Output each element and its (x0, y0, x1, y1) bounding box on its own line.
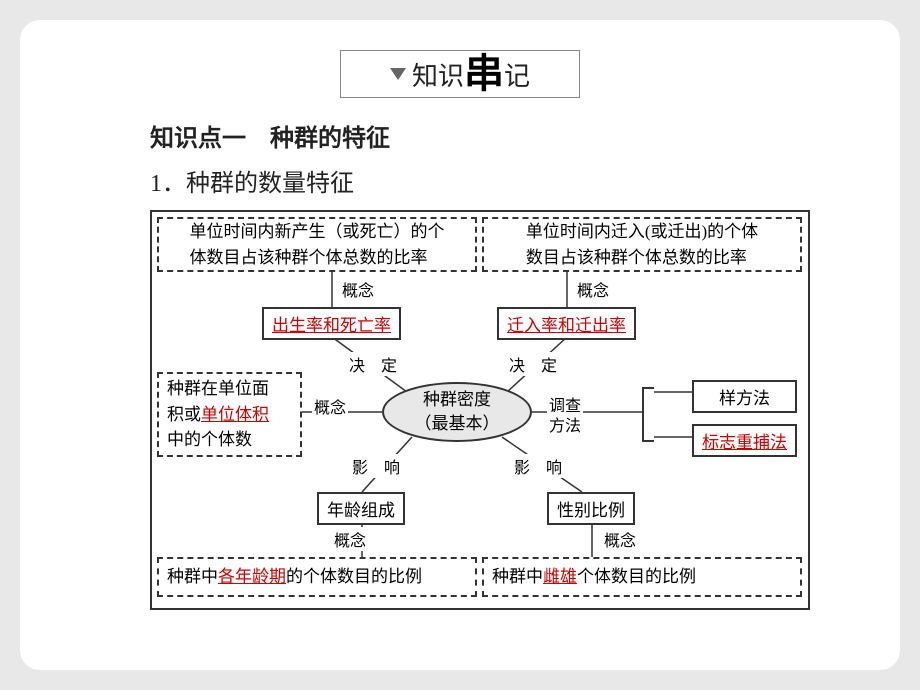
text-br: 种群中雌雄个体数目的比例 (492, 564, 696, 590)
oval-center: 种群密度 （最基本） (382, 382, 532, 442)
heading: 知识点一 种群的特征 (150, 118, 880, 153)
box-birth-death: 出生率和死亡率 (262, 307, 401, 340)
box-in-out: 迁入率和迁出率 (497, 307, 636, 340)
triangle-icon (390, 68, 406, 80)
label-gainian-2: 概念 (575, 277, 611, 301)
text-left-1: 种群在单位面 (167, 376, 269, 402)
oval-l2: （最基本） (415, 412, 500, 436)
label-gainian-5: 概念 (602, 527, 638, 551)
label-fangfa: 方法 (547, 412, 583, 436)
text-in-out: 迁入率和迁出率 (507, 311, 626, 336)
box-age: 年龄组成 (317, 492, 405, 525)
text-birth-death: 出生率和死亡率 (272, 311, 391, 336)
box-bot-right: 种群中雌雄个体数目的比例 (482, 557, 802, 597)
label-jueding-2: 决 定 (507, 352, 559, 376)
label-jueding-1: 决 定 (347, 352, 399, 376)
box-sex: 性别比例 (547, 492, 635, 525)
concept-diagram: 单位时间内新产生（或死亡）的个 体数目占该种群个体总数的比率 单位时间内迁入(或… (150, 210, 810, 610)
label-gainian-3: 概念 (312, 394, 348, 418)
title-badge: 知识 串 记 (340, 50, 580, 98)
label-yingx-1: 影 响 (350, 454, 402, 478)
text-method-1: 样方法 (719, 384, 770, 409)
text-left-2: 积或单位体积 (167, 402, 269, 428)
label-gainian-1: 概念 (340, 277, 376, 301)
text-age: 年龄组成 (327, 496, 395, 521)
text-bl: 种群中各年龄期的个体数目的比例 (167, 564, 422, 590)
bracket (642, 387, 654, 442)
subheading: 1．种群的数量特征 (150, 163, 880, 198)
text-method-2: 标志重捕法 (702, 428, 787, 453)
text-top-right: 单位时间内迁入(或迁出)的个体 数目占该种群个体总数的比率 (526, 219, 758, 270)
box-method-1: 样方法 (692, 380, 797, 413)
box-top-right: 单位时间内迁入(或迁出)的个体 数目占该种群个体总数的比率 (482, 217, 802, 272)
box-bot-left: 种群中各年龄期的个体数目的比例 (157, 557, 477, 597)
badge-mid: 串 (464, 54, 504, 94)
label-yingx-2: 影 响 (512, 454, 564, 478)
label-gainian-4: 概念 (332, 527, 368, 551)
text-top-left: 单位时间内新产生（或死亡）的个 体数目占该种群个体总数的比率 (190, 219, 445, 270)
badge-left: 知识 (412, 56, 464, 93)
box-method-2: 标志重捕法 (692, 424, 797, 457)
box-left: 种群在单位面 积或单位体积 中的个体数 (157, 372, 302, 457)
text-sex: 性别比例 (557, 496, 625, 521)
oval-l1: 种群密度 (423, 388, 491, 412)
text-left-3: 中的个体数 (167, 427, 252, 453)
box-top-left: 单位时间内新产生（或死亡）的个 体数目占该种群个体总数的比率 (157, 217, 477, 272)
badge-right: 记 (504, 56, 530, 93)
page: 知识 串 记 知识点一 种群的特征 1．种群的数量特征 (20, 20, 900, 670)
